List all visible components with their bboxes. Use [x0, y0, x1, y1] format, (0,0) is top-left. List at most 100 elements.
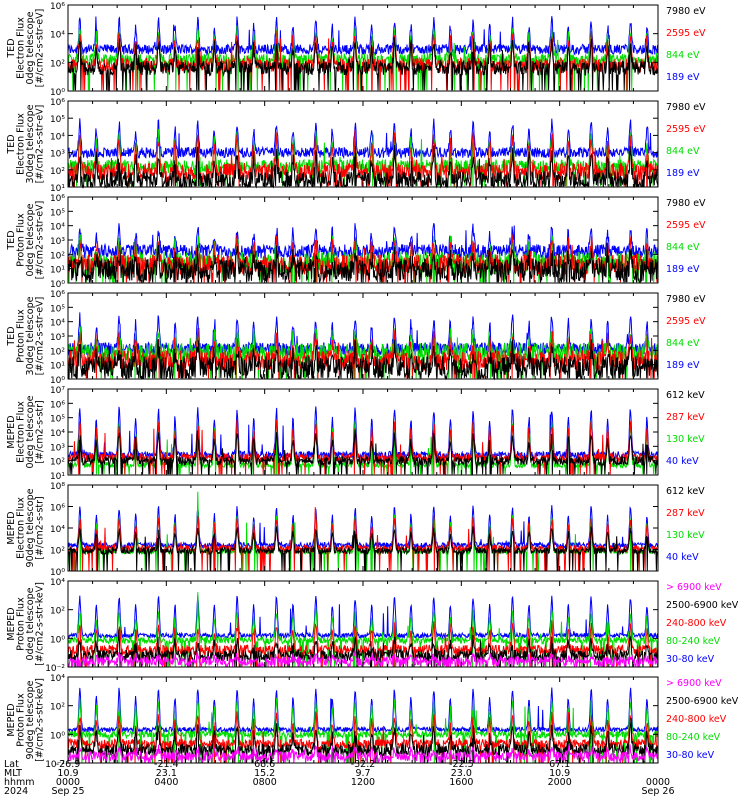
legend-entry: 130 keV	[666, 530, 705, 541]
y-tick-label: 10²	[50, 703, 65, 713]
y-axis-label-line: Proton Flux	[16, 213, 27, 267]
legend-entry: 189 eV	[666, 360, 700, 371]
y-axis-label-line: Electron Flux	[16, 17, 27, 79]
y-axis-label-line: [#/cm2-s-str-keV]	[35, 678, 46, 762]
y-tick-label: 10³	[50, 150, 65, 160]
legend-entry: 844 eV	[666, 338, 700, 349]
y-tick-label: 10⁴	[50, 429, 65, 439]
legend-entry: 2595 eV	[666, 316, 706, 327]
y-tick-label: 10⁶	[50, 400, 65, 410]
legend-entry: 40 keV	[666, 456, 699, 467]
x-tick-label: 15.2	[254, 768, 275, 779]
x-tick-label: 23.0	[451, 768, 472, 779]
flux-series-line	[67, 429, 659, 475]
y-tick-label: 10⁶	[50, 504, 65, 514]
y-tick-label: 10²	[50, 251, 65, 261]
y-axis-label-line: 30deg telescope	[25, 104, 36, 183]
x-tick-label: 9.7	[355, 768, 370, 779]
x-tick-label: Sep 26	[641, 786, 674, 797]
x-tick-label: Sep 25	[51, 786, 84, 797]
legend-entry: 189 eV	[666, 72, 700, 83]
legend-entry: 612 keV	[666, 486, 705, 497]
legend-entry: 130 keV	[666, 434, 705, 445]
legend-entry: 287 keV	[666, 412, 705, 423]
y-axis-label-line: [#/cm2-s-str]	[35, 496, 46, 559]
x-tick-label: 10.9	[57, 768, 78, 779]
legend-entry: 2595 eV	[666, 28, 706, 39]
y-tick-label: 10¹	[50, 184, 65, 194]
y-axis-label-line: MEPED	[6, 511, 17, 544]
flux-series-line	[67, 118, 659, 160]
y-tick-label: 10⁷	[50, 386, 65, 396]
x-axis-row-label: hhmm	[4, 777, 35, 788]
y-axis-label-line: Electron Flux	[16, 113, 27, 175]
flux-series-line	[67, 328, 659, 379]
y-tick-label: 10⁸	[50, 482, 65, 492]
y-axis-label-line: 90deg telescope	[25, 680, 36, 759]
x-axis-row-label: Lat	[4, 759, 19, 770]
y-axis-label-line: [#/cm2-s-str-eV]	[35, 297, 46, 376]
y-axis-label-line: MEPED	[6, 415, 17, 448]
legend-entry: 2595 eV	[666, 124, 706, 135]
legend-entry: 2500-6900 keV	[666, 696, 739, 707]
y-axis-label-line: Proton Flux	[16, 309, 27, 363]
y-tick-label: 10³	[50, 443, 65, 453]
y-tick-label: 10⁶	[50, 98, 65, 108]
y-axis-label-line: 0deg telescope	[25, 587, 36, 660]
flux-series-line	[67, 36, 659, 91]
y-axis-label-line: [#/cm2-s-str-keV]	[35, 582, 46, 666]
flux-series-line	[67, 130, 659, 187]
legend-entry: > 6900 keV	[666, 678, 722, 689]
x-tick-label: 0000	[646, 777, 670, 788]
legend-entry: 30-80 keV	[666, 750, 715, 761]
x-tick-label: 0800	[253, 777, 277, 788]
y-tick-label: 10²	[50, 59, 65, 69]
x-tick-label: -32.2	[351, 759, 376, 770]
y-tick-label: 10⁰	[50, 88, 65, 98]
legend-entry: 80-240 keV	[666, 732, 721, 743]
legend-entry: 189 eV	[666, 264, 700, 275]
y-axis-label-line: [#/cm2-s-str-eV]	[35, 105, 46, 184]
y-axis-label-line: Proton Flux	[16, 597, 27, 651]
y-tick-label: 10⁶	[50, 194, 65, 204]
y-tick-label: 10⁰	[50, 568, 65, 578]
x-tick-label: -26.9	[56, 759, 81, 770]
legend-entry: 7980 eV	[666, 6, 706, 17]
flux-series-line	[67, 595, 659, 640]
legend-entry: 40 keV	[666, 552, 699, 563]
y-tick-label: 10⁴	[50, 674, 65, 684]
legend-entry: 7980 eV	[666, 102, 706, 113]
y-axis-label-line: TED	[6, 230, 17, 250]
y-axis-label-line: MEPED	[6, 703, 17, 736]
y-axis-label-line: Proton Flux	[16, 693, 27, 747]
y-tick-label: 10²	[50, 458, 65, 468]
y-axis-label-line: TED	[6, 326, 17, 346]
y-tick-label: 10⁰	[50, 731, 65, 741]
y-tick-label: 10⁰	[50, 376, 65, 386]
x-tick-label: -21.4	[154, 759, 179, 770]
y-tick-label: 10⁴	[50, 525, 65, 535]
flux-series-line	[67, 717, 659, 764]
y-tick-label: 10⁰	[50, 635, 65, 645]
flux-series-line	[67, 16, 659, 57]
legend-entry: 844 eV	[666, 146, 700, 157]
legend-entry: 189 eV	[666, 168, 700, 179]
y-tick-label: 10⁵	[50, 415, 65, 425]
y-axis-label-line: 0deg telescope	[25, 11, 36, 84]
x-tick-label: 0400	[154, 777, 178, 788]
y-tick-label: 10¹	[50, 472, 65, 482]
y-axis-label-line: TED	[6, 38, 17, 58]
flux-series-line	[67, 223, 659, 261]
legend-entry: 240-800 keV	[666, 714, 727, 725]
y-tick-label: 10¹	[50, 362, 65, 372]
x-axis-row-label: 2024	[4, 786, 28, 797]
